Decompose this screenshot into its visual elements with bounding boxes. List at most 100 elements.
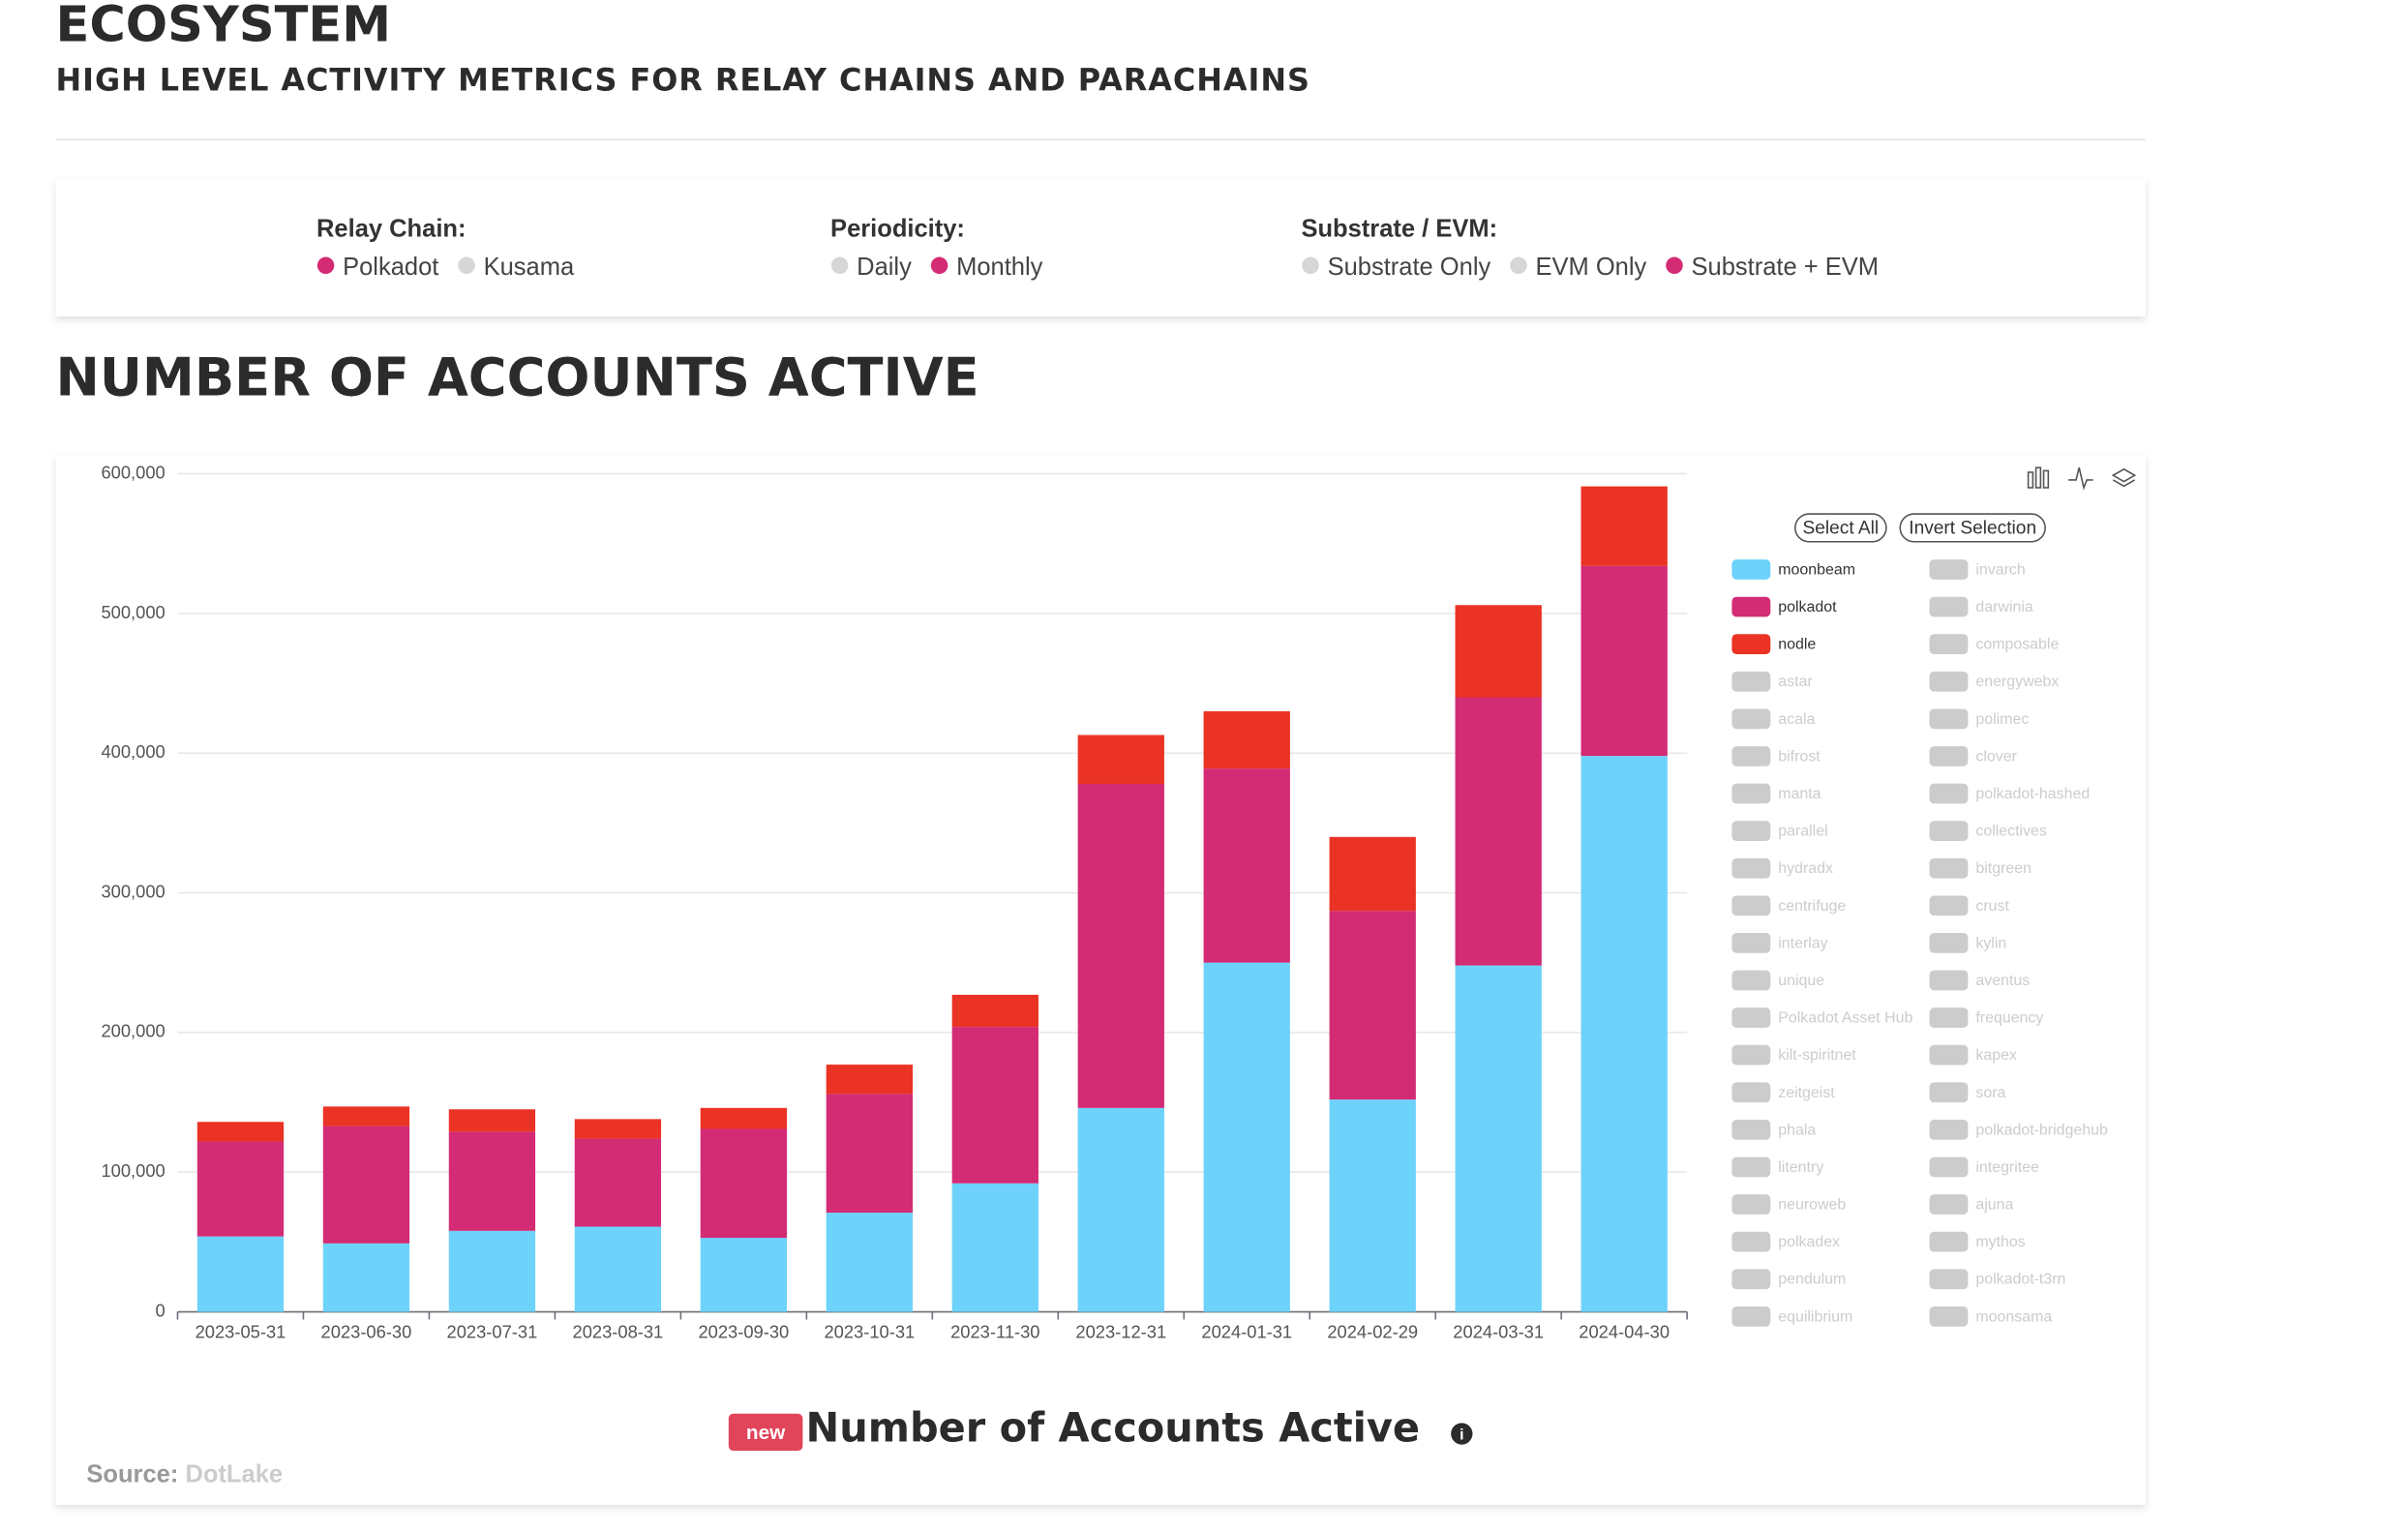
legend-swatch[interactable]: [1929, 634, 1969, 655]
bar-segment[interactable]: [1329, 836, 1416, 912]
bar-segment[interactable]: [1329, 911, 1416, 1100]
legend-label[interactable]: bitgreen: [1975, 860, 2032, 877]
legend-swatch[interactable]: [1929, 1231, 1969, 1252]
legend-label[interactable]: invarch: [1975, 561, 2025, 578]
legend-label[interactable]: pendulum: [1778, 1272, 1846, 1288]
legend-button-label[interactable]: Invert Selection: [1909, 518, 2036, 538]
legend-label[interactable]: polkadot-t3rn: [1975, 1272, 2065, 1288]
legend-swatch[interactable]: [1731, 1194, 1771, 1215]
legend-label[interactable]: darwinia: [1975, 599, 2032, 615]
legend-label[interactable]: frequency: [1975, 1010, 2043, 1027]
legend-swatch[interactable]: [1929, 933, 1969, 953]
legend-label[interactable]: kapex: [1975, 1047, 2017, 1064]
legend-label[interactable]: polkadot-hashed: [1975, 786, 2090, 802]
legend-label[interactable]: litentry: [1778, 1159, 1823, 1176]
legend-label[interactable]: bifrost: [1778, 748, 1821, 765]
legend-swatch[interactable]: [1731, 895, 1771, 916]
legend-label[interactable]: astar: [1778, 674, 1813, 690]
bar-segment[interactable]: [1580, 565, 1668, 757]
legend-label[interactable]: Polkadot Asset Hub: [1778, 1010, 1912, 1027]
legend-swatch[interactable]: [1929, 1119, 1969, 1140]
legend-label[interactable]: composable: [1975, 637, 2059, 653]
bar-segment[interactable]: [448, 1131, 536, 1231]
legend-swatch[interactable]: [1929, 708, 1969, 730]
legend-swatch[interactable]: [1731, 634, 1771, 655]
bar-segment[interactable]: [574, 1226, 662, 1312]
legend-swatch[interactable]: [1731, 933, 1771, 953]
bar-segment[interactable]: [1329, 1099, 1416, 1312]
option-dot[interactable]: [830, 256, 849, 275]
legend-label[interactable]: unique: [1778, 973, 1824, 989]
bar-segment[interactable]: [826, 1094, 913, 1214]
bar-segment[interactable]: [951, 1027, 1038, 1184]
legend-swatch[interactable]: [1731, 1082, 1771, 1103]
legend-label[interactable]: parallel: [1778, 824, 1827, 840]
legend-swatch[interactable]: [1929, 1194, 1969, 1215]
legend-swatch[interactable]: [1731, 1269, 1771, 1290]
legend-swatch[interactable]: [1929, 821, 1969, 841]
legend-swatch[interactable]: [1929, 746, 1969, 766]
option-dot[interactable]: [1510, 256, 1527, 275]
option-label[interactable]: Daily: [857, 254, 912, 281]
stack-icon[interactable]: [2111, 467, 2137, 483]
legend-label[interactable]: polkadex: [1778, 1234, 1840, 1250]
option-label[interactable]: Substrate + EVM: [1692, 254, 1879, 281]
option-dot[interactable]: [1666, 256, 1683, 275]
bar-segment[interactable]: [1077, 783, 1164, 1108]
option-dot[interactable]: [930, 256, 948, 275]
option-label[interactable]: Monthly: [956, 254, 1043, 281]
legend-swatch[interactable]: [1929, 1082, 1969, 1103]
legend-swatch[interactable]: [1731, 1306, 1771, 1327]
option-dot[interactable]: [316, 256, 335, 275]
bar-segment[interactable]: [322, 1126, 410, 1244]
legend-swatch[interactable]: [1731, 708, 1771, 730]
bar-segment[interactable]: [574, 1138, 662, 1227]
legend-label[interactable]: mythos: [1975, 1234, 2025, 1250]
legend-label[interactable]: acala: [1778, 711, 1815, 728]
bar-segment[interactable]: [1455, 965, 1542, 1312]
line-icon[interactable]: [2068, 467, 2093, 491]
legend-label[interactable]: interlay: [1778, 935, 1827, 951]
legend-swatch[interactable]: [1929, 1156, 1969, 1178]
bar-segment[interactable]: [196, 1141, 285, 1237]
legend-label[interactable]: zeitgeist: [1778, 1085, 1835, 1101]
legend-swatch[interactable]: [1731, 970, 1771, 991]
bar-segment[interactable]: [700, 1128, 788, 1239]
bar-segment[interactable]: [951, 1183, 1038, 1312]
legend-swatch[interactable]: [1929, 1306, 1969, 1327]
bar-segment[interactable]: [322, 1243, 410, 1312]
bar-segment[interactable]: [1580, 486, 1668, 566]
legend-swatch[interactable]: [1731, 1044, 1771, 1066]
legend-label[interactable]: manta: [1778, 786, 1821, 802]
legend-swatch[interactable]: [1731, 821, 1771, 841]
legend-button[interactable]: [1793, 513, 1887, 543]
legend-button[interactable]: [1899, 513, 2046, 543]
legend-label[interactable]: neuroweb: [1778, 1197, 1846, 1214]
legend-swatch[interactable]: [1929, 596, 1969, 617]
legend-label[interactable]: collectives: [1975, 824, 2047, 840]
legend-label[interactable]: energywebx: [1975, 674, 2059, 690]
legend-swatch[interactable]: [1731, 1156, 1771, 1178]
bar-segment[interactable]: [700, 1238, 788, 1312]
legend-swatch[interactable]: [1929, 857, 1969, 879]
legend-button-label[interactable]: Select All: [1803, 518, 1880, 538]
bar-segment[interactable]: [1203, 768, 1290, 963]
info-icon[interactable]: [1451, 1423, 1473, 1445]
legend-label[interactable]: hydradx: [1778, 860, 1833, 877]
legend-label[interactable]: sora: [1975, 1085, 2005, 1101]
option-dot[interactable]: [458, 256, 475, 275]
option-label[interactable]: Polkadot: [343, 254, 438, 281]
bar-segment[interactable]: [1580, 756, 1668, 1312]
legend-label[interactable]: ajuna: [1975, 1197, 2013, 1214]
legend-label[interactable]: moonsama: [1975, 1308, 2052, 1325]
option-label[interactable]: Substrate Only: [1328, 254, 1491, 281]
legend-swatch[interactable]: [1731, 746, 1771, 766]
legend-swatch[interactable]: [1731, 783, 1771, 804]
legend-swatch[interactable]: [1731, 671, 1771, 692]
legend-swatch[interactable]: [1731, 596, 1771, 617]
legend-label[interactable]: kilt-spiritnet: [1778, 1047, 1856, 1064]
legend-swatch[interactable]: [1731, 559, 1771, 580]
bar-segment[interactable]: [826, 1213, 913, 1312]
legend-swatch[interactable]: [1929, 671, 1969, 692]
bar-segment[interactable]: [1203, 710, 1290, 769]
